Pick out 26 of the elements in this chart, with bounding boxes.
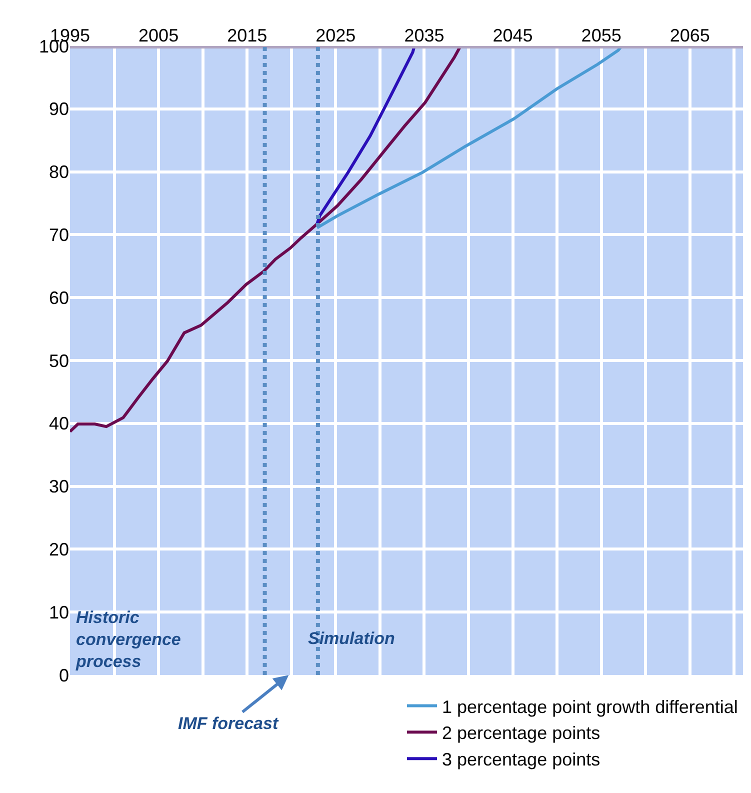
text: IMF forecast: [178, 714, 280, 733]
x-tick-label: 2005: [138, 25, 179, 46]
y-tick-label: 60: [48, 288, 69, 308]
annotation: Simulation: [308, 629, 395, 648]
y-tick-label: 70: [48, 225, 69, 245]
y-tick-label: 80: [48, 162, 69, 182]
x-tick-label: 2035: [404, 25, 444, 46]
annotation: Historic convergence process: [75, 608, 181, 672]
x-tick-label: 2025: [316, 25, 356, 46]
line-series: [316, 46, 624, 230]
legend-label: 1 percentage point growth differential: [442, 696, 738, 717]
line-series: [70, 46, 462, 434]
y-tick-label: 30: [48, 476, 69, 497]
y-tick-label: 10: [48, 602, 69, 622]
x-tick-label: 2065: [670, 25, 710, 46]
legend-label: 3 percentage points: [442, 750, 600, 770]
x-tick-label: 2045: [492, 25, 533, 46]
y-tick-label: 90: [48, 99, 69, 120]
x-tick-label: 2015: [227, 25, 268, 46]
line-series: [316, 46, 416, 226]
y-tick-label: 40: [48, 414, 69, 434]
x-tick-label: 2055: [581, 25, 622, 46]
y-tick-label: 50: [48, 350, 69, 371]
legend-label: 2 percentage points: [442, 723, 600, 744]
y-tick-label: 20: [48, 540, 69, 560]
y-tick-label: 0: [58, 665, 69, 686]
